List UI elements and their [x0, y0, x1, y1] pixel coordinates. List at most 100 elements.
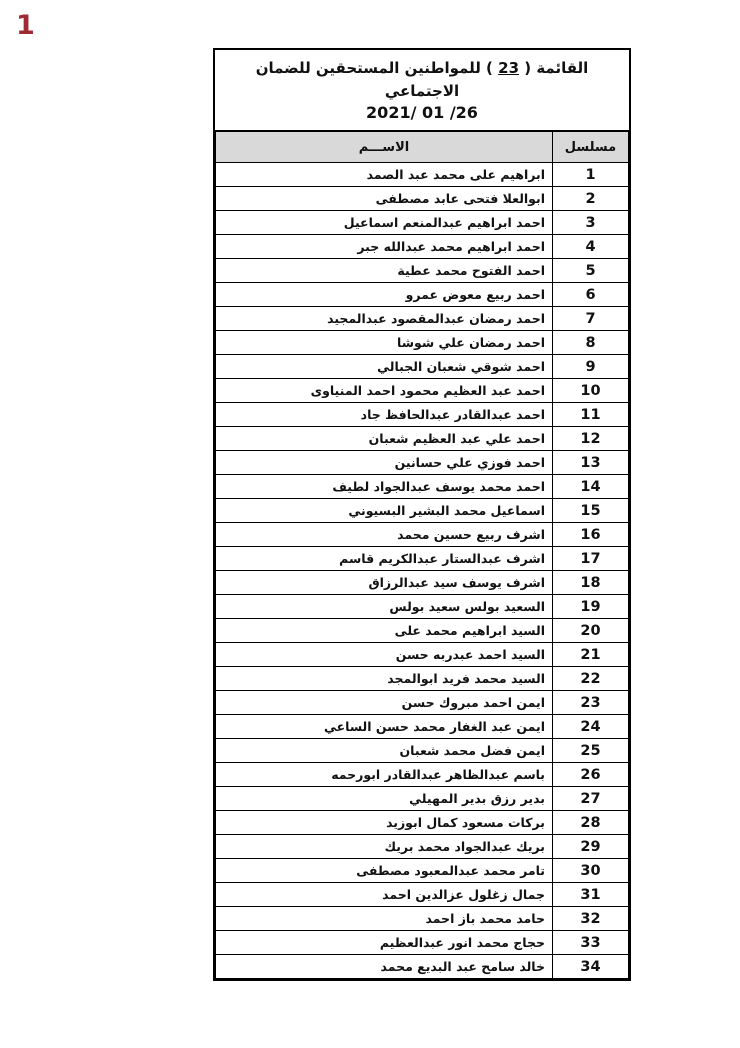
- title-prefix: القائمة (: [519, 59, 589, 77]
- table-row: 7 احمد رمضان عبدالمقصود عبدالمجيد: [215, 306, 629, 332]
- table-row: 27 بدير رزق بدير المهيلي: [215, 786, 629, 812]
- name-cell: احمد الفتوح محمد عطية: [215, 258, 553, 284]
- table-row: 12 احمد علي عبد العظيم شعبان: [215, 426, 629, 452]
- table-row: 15 اسماعيل محمد البشير البسيوني: [215, 498, 629, 524]
- serial-cell: 16: [552, 522, 629, 548]
- table-row: 8 احمد رمضان علي شوشا: [215, 330, 629, 356]
- name-cell: اشرف عبدالستار عبدالكريم قاسم: [215, 546, 553, 572]
- serial-cell: 5: [552, 258, 629, 284]
- name-cell: احمد ابراهيم عبدالمنعم اسماعيل: [215, 210, 553, 236]
- table-row: 17 اشرف عبدالستار عبدالكريم قاسم: [215, 546, 629, 572]
- name-cell: السيد ابراهيم محمد على: [215, 618, 553, 644]
- table-row: 9 احمد شوقي شعبان الجبالي: [215, 354, 629, 380]
- name-cell: بركات مسعود كمال ابوزيد: [215, 810, 553, 836]
- serial-cell: 21: [552, 642, 629, 668]
- name-cell: احمد عبد العظيم محمود احمد المنياوى: [215, 378, 553, 404]
- serial-cell: 29: [552, 834, 629, 860]
- name-cell: احمد شوقي شعبان الجبالي: [215, 354, 553, 380]
- name-cell: اشرف ربيع حسين محمد: [215, 522, 553, 548]
- serial-cell: 7: [552, 306, 629, 332]
- name-cell: بدير رزق بدير المهيلي: [215, 786, 553, 812]
- table-row: 26 باسم عبدالظاهر عبدالقادر ابورحمه: [215, 762, 629, 788]
- serial-cell: 11: [552, 402, 629, 428]
- name-cell: احمد رمضان عبدالمقصود عبدالمجيد: [215, 306, 553, 332]
- table-row: 16 اشرف ربيع حسين محمد: [215, 522, 629, 548]
- serial-cell: 33: [552, 930, 629, 956]
- serial-cell: 4: [552, 234, 629, 260]
- table-row: 28 بركات مسعود كمال ابوزيد: [215, 810, 629, 836]
- serial-cell: 6: [552, 282, 629, 308]
- table-row: 10 احمد عبد العظيم محمود احمد المنياوى: [215, 378, 629, 404]
- title-suffix: ) للمواطنين المستحقين للضمان الاجتماعي: [255, 59, 499, 100]
- table-row: 1 ابراهيم على محمد عبد الصمد: [215, 162, 629, 188]
- serial-cell: 12: [552, 426, 629, 452]
- table-row: 11 احمد عبدالقادر عبدالحافظ جاد: [215, 402, 629, 428]
- table-row: 30 تامر محمد عبدالمعبود مصطفى: [215, 858, 629, 884]
- serial-cell: 9: [552, 354, 629, 380]
- table-row: 6 احمد ربيع معوض عمرو: [215, 282, 629, 308]
- table-row: 29 بريك عبدالجواد محمد بريك: [215, 834, 629, 860]
- page-number-marker: 1: [16, 10, 35, 41]
- name-cell: احمد علي عبد العظيم شعبان: [215, 426, 553, 452]
- table-row: 21 السيد احمد عبدربه حسن: [215, 642, 629, 668]
- serial-cell: 2: [552, 186, 629, 212]
- name-cell: احمد فوزي علي حسانين: [215, 450, 553, 476]
- serial-cell: 27: [552, 786, 629, 812]
- serial-cell: 15: [552, 498, 629, 524]
- name-cell: حجاج محمد انور عبدالعظيم: [215, 930, 553, 956]
- name-cell: جمال زغلول عزالدين احمد: [215, 882, 553, 908]
- serial-cell: 30: [552, 858, 629, 884]
- table-row: 20 السيد ابراهيم محمد على: [215, 618, 629, 644]
- serial-cell: 34: [552, 954, 629, 980]
- serial-cell: 23: [552, 690, 629, 716]
- serial-cell: 28: [552, 810, 629, 836]
- name-cell: حامد محمد باز احمد: [215, 906, 553, 932]
- name-cell: بريك عبدالجواد محمد بريك: [215, 834, 553, 860]
- table-row: 25 ايمن فضل محمد شعبان: [215, 738, 629, 764]
- name-cell: احمد محمد يوسف عبدالجواد لطيف: [215, 474, 553, 500]
- name-cell: ايمن عبد الغفار محمد حسن الساعي: [215, 714, 553, 740]
- name-cell: اشرف يوسف سيد عبدالرزاق: [215, 570, 553, 596]
- serial-cell: 13: [552, 450, 629, 476]
- table-row: 33 حجاج محمد انور عبدالعظيم: [215, 930, 629, 956]
- table-row: 2 ابوالعلا فتحى عابد مصطفى: [215, 186, 629, 212]
- table-row: 14 احمد محمد يوسف عبدالجواد لطيف: [215, 474, 629, 500]
- serial-cell: 22: [552, 666, 629, 692]
- serial-cell: 26: [552, 762, 629, 788]
- header-serial: مسلسل: [552, 131, 629, 164]
- name-cell: خالد سامح عبد البديع محمد: [215, 954, 553, 980]
- serial-cell: 31: [552, 882, 629, 908]
- name-cell: ايمن احمد مبروك حسن: [215, 690, 553, 716]
- table-row: 23 ايمن احمد مبروك حسن: [215, 690, 629, 716]
- name-cell: احمد عبدالقادر عبدالحافظ جاد: [215, 402, 553, 428]
- table-body: 1 ابراهيم على محمد عبد الصمد 2 ابوالعلا فتح…: [215, 162, 629, 980]
- name-cell: احمد ابراهيم محمد عبدالله جبر: [215, 234, 553, 260]
- name-cell: ايمن فضل محمد شعبان: [215, 738, 553, 764]
- table-row: 13 احمد فوزي علي حسانين: [215, 450, 629, 476]
- table-row: 4 احمد ابراهيم محمد عبدالله جبر: [215, 234, 629, 260]
- table-row: 34 خالد سامح عبد البديع محمد: [215, 954, 629, 980]
- table-row: 32 حامد محمد باز احمد: [215, 906, 629, 932]
- table-row: 22 السيد محمد فريد ابوالمجد: [215, 666, 629, 692]
- header-row: مسلسل الاســـم: [215, 131, 629, 164]
- name-cell: ابوالعلا فتحى عابد مصطفى: [215, 186, 553, 212]
- serial-cell: 10: [552, 378, 629, 404]
- serial-cell: 18: [552, 570, 629, 596]
- table-row: 5 احمد الفتوح محمد عطية: [215, 258, 629, 284]
- serial-cell: 14: [552, 474, 629, 500]
- title-list-number: 23: [498, 59, 520, 77]
- table-title: القائمة ( 23 ) للمواطنين المستحقين للضما…: [225, 57, 619, 102]
- name-cell: احمد ربيع معوض عمرو: [215, 282, 553, 308]
- table-row: 31 جمال زغلول عزالدين احمد: [215, 882, 629, 908]
- serial-cell: 1: [552, 162, 629, 188]
- name-cell: السعيد بولس سعيد بولس: [215, 594, 553, 620]
- serial-cell: 19: [552, 594, 629, 620]
- serial-cell: 3: [552, 210, 629, 236]
- name-cell: اسماعيل محمد البشير البسيوني: [215, 498, 553, 524]
- name-cell: احمد رمضان علي شوشا: [215, 330, 553, 356]
- table-row: 19 السعيد بولس سعيد بولس: [215, 594, 629, 620]
- serial-cell: 25: [552, 738, 629, 764]
- serial-cell: 17: [552, 546, 629, 572]
- names-table: مسلسل الاســـم 1 ابراهيم على محمد عبد الص…: [215, 131, 629, 980]
